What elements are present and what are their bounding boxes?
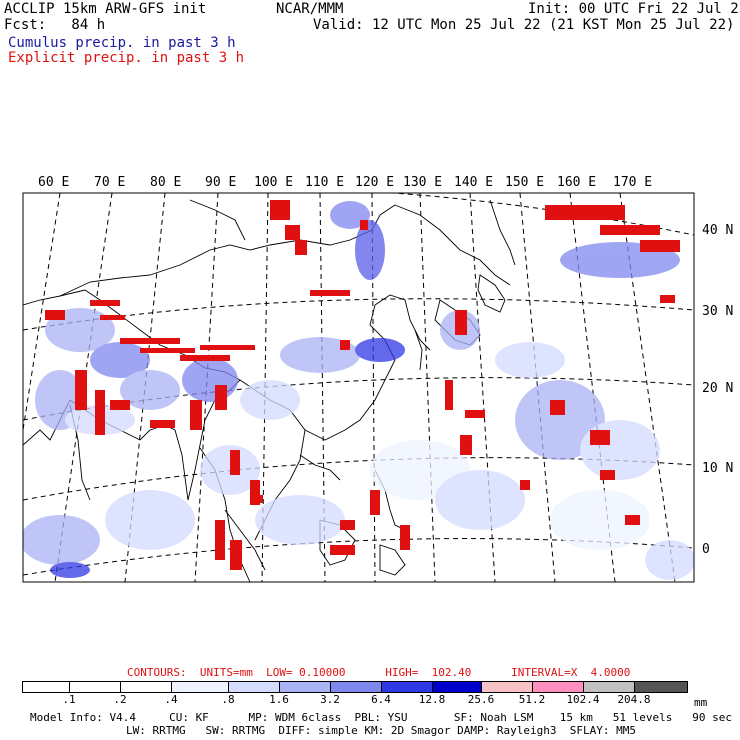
lon-label: 160 E bbox=[557, 175, 596, 190]
colorbar-cell-2 bbox=[120, 681, 172, 693]
lon-label: 100 E bbox=[254, 175, 293, 190]
colorbar-cell-7 bbox=[381, 681, 433, 693]
forecast-hour: Fcst: 84 h bbox=[4, 17, 106, 33]
colorbar-cell-9 bbox=[481, 681, 533, 693]
run-title: ACCLIP 15km ARW-GFS init bbox=[4, 1, 207, 17]
colorbar-unit: mm bbox=[694, 696, 708, 709]
colorbar-tick: 204.8 bbox=[617, 693, 651, 706]
colorbar-cell-11 bbox=[583, 681, 635, 693]
lat-label: 40 N bbox=[702, 223, 733, 238]
contours-info: CONTOURS: UNITS=mm LOW= 0.10000 HIGH= 10… bbox=[127, 666, 631, 679]
model-info-line1: Model Info: V4.4 CU: KF MP: WDM 6class P… bbox=[30, 711, 732, 724]
colorbar-cell-10 bbox=[532, 681, 584, 693]
colorbar-tick: 6.4 bbox=[371, 693, 391, 706]
colorbar-tick: 12.8 bbox=[418, 693, 446, 706]
map-frame bbox=[22, 192, 695, 583]
lat-label: 10 N bbox=[702, 461, 733, 476]
colorbar-tick: .8 bbox=[221, 693, 235, 706]
lon-label: 90 E bbox=[205, 175, 236, 190]
colorbar-tick: .1 bbox=[62, 693, 76, 706]
colorbar-cell-1 bbox=[69, 681, 121, 693]
explicit-precip bbox=[45, 200, 680, 570]
colorbar-cell-12 bbox=[634, 681, 688, 693]
colorbar-tick: 102.4 bbox=[566, 693, 600, 706]
lon-label: 60 E bbox=[38, 175, 69, 190]
colorbar-cell-4 bbox=[228, 681, 280, 693]
colorbar-cell-8 bbox=[432, 681, 482, 693]
colorbar-tick: .4 bbox=[164, 693, 178, 706]
lat-label: 0 bbox=[702, 542, 710, 557]
lon-label: 70 E bbox=[94, 175, 125, 190]
colorbar-tick: 51.2 bbox=[518, 693, 546, 706]
colorbar-tick: 1.6 bbox=[269, 693, 289, 706]
colorbar-cell-3 bbox=[171, 681, 229, 693]
lat-label: 30 N bbox=[702, 304, 733, 319]
latitude-labels: 40 N 30 N 20 N 10 N 0 bbox=[702, 223, 733, 557]
lon-label: 80 E bbox=[150, 175, 181, 190]
lon-label: 140 E bbox=[454, 175, 493, 190]
institution-label: NCAR/MMM bbox=[276, 1, 344, 17]
cumulus-legend: Cumulus precip. in past 3 h bbox=[8, 35, 236, 51]
lon-label: 130 E bbox=[403, 175, 442, 190]
colorbar-tick: 25.6 bbox=[467, 693, 495, 706]
lat-label: 20 N bbox=[702, 381, 733, 396]
longitude-labels: 60 E 70 E 80 E 90 E 100 E 110 E 120 E 13… bbox=[38, 175, 652, 190]
valid-time: Valid: 12 UTC Mon 25 Jul 22 (21 KST Mon … bbox=[313, 17, 735, 33]
lon-label: 150 E bbox=[505, 175, 544, 190]
colorbar-tick: 3.2 bbox=[320, 693, 340, 706]
cumulus-precip bbox=[23, 201, 694, 580]
lon-label: 170 E bbox=[613, 175, 652, 190]
lon-label: 120 E bbox=[355, 175, 394, 190]
init-time: Init: 00 UTC Fri 22 Jul 22 bbox=[528, 1, 740, 17]
lon-label: 110 E bbox=[305, 175, 344, 190]
colorbar-tick: .2 bbox=[113, 693, 127, 706]
colorbar-cell-6 bbox=[330, 681, 382, 693]
explicit-legend: Explicit precip. in past 3 h bbox=[8, 50, 245, 66]
colorbar-cell-0 bbox=[22, 681, 70, 693]
colorbar-cell-5 bbox=[279, 681, 331, 693]
model-info-line2: LW: RRTMG SW: RRTMG DIFF: simple KM: 2D … bbox=[126, 724, 636, 737]
